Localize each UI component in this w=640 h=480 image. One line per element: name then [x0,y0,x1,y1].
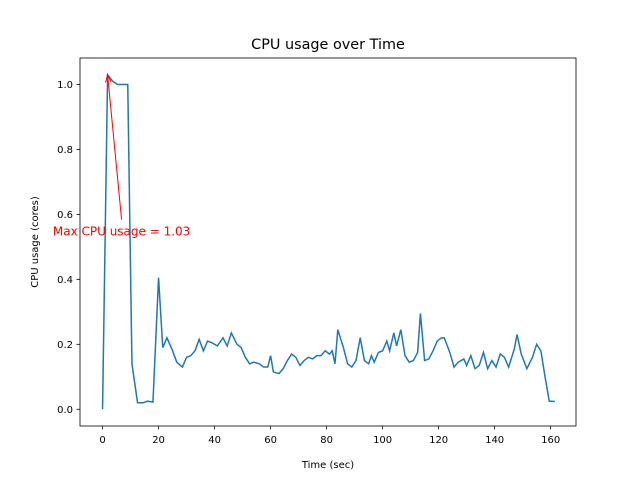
y-tick-label: 0.0 [57,405,73,416]
data-line [101,72,555,410]
y-tick-label: 0.2 [57,340,73,351]
annotation-arrow [105,73,123,220]
y-axis-label: CPU usage (cores) [30,196,41,288]
x-tick-label: 120 [429,435,448,446]
x-tick-label: 100 [373,435,392,446]
x-axis-label: Time (sec) [301,460,354,471]
y-tick-label: 0.8 [57,145,73,156]
y-tick-label: 0.6 [57,210,73,221]
chart-title: CPU usage over Time [251,37,405,53]
y-tick-label: 1.0 [57,80,73,91]
y-tick-label: 0.4 [57,275,73,286]
x-tick-label: 40 [208,435,221,446]
x-tick-label: 20 [152,435,165,446]
x-tick-label: 160 [541,435,560,446]
x-tick-label: 60 [264,435,277,446]
x-tick-label: 80 [320,435,333,446]
x-tick-label: 0 [99,435,105,446]
x-tick-label: 140 [485,435,504,446]
plot-frame [79,57,577,427]
annotation-text: Max CPU usage = 1.03 [53,225,190,239]
